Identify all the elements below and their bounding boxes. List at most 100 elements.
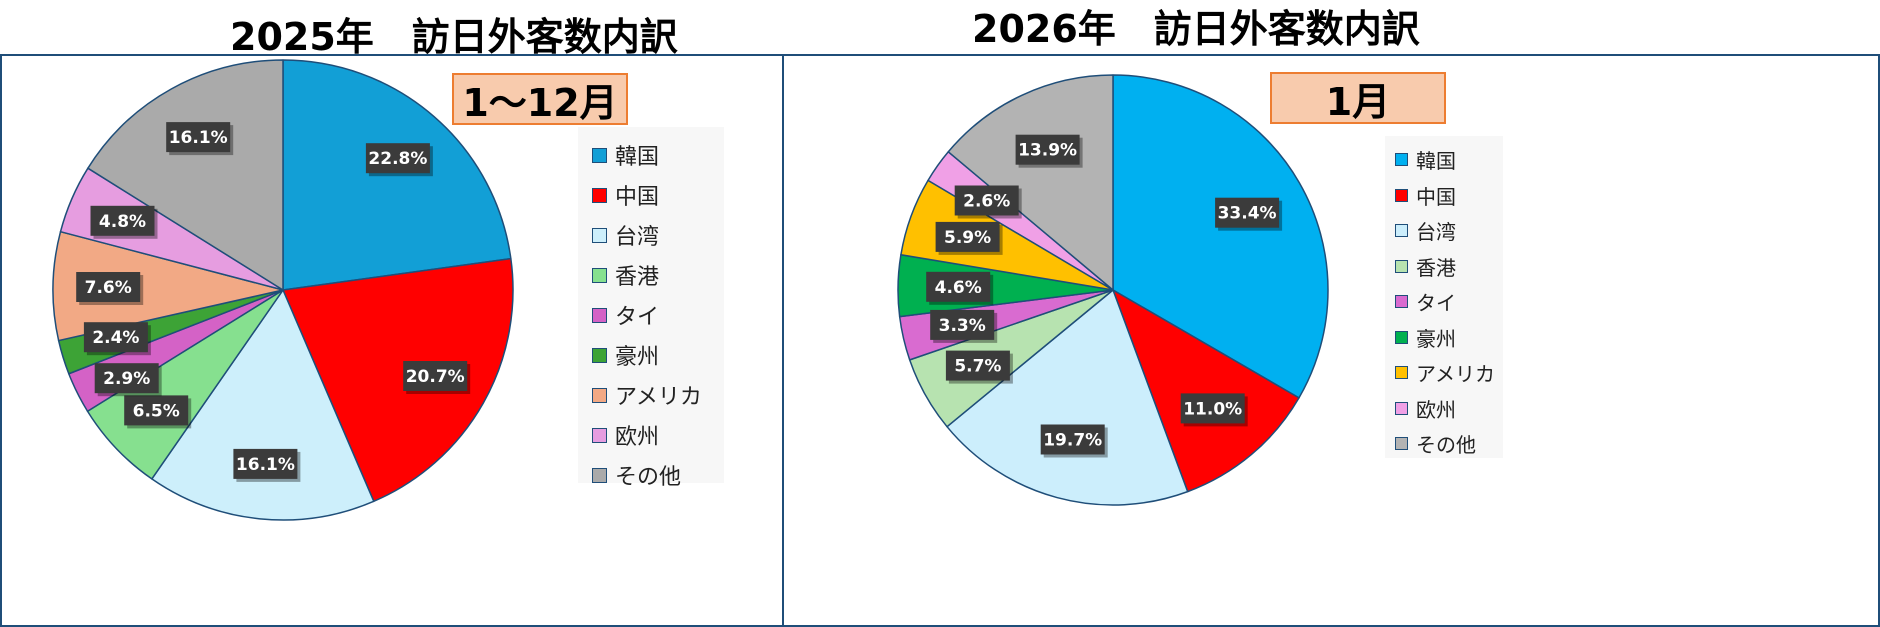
legend-swatch <box>1395 153 1408 167</box>
chart-panel-2025: 22.8% 20.7% 16.1% 6.5% 2.9% 2.4% 7.6% 4.8% 16.1%… <box>0 54 784 627</box>
data-label-2026-5: 3.3% <box>930 309 998 343</box>
svg-text:4.6%: 4.6% <box>935 278 982 298</box>
legend-label: タイ <box>615 305 660 330</box>
pie-chart-2026: 33.4% 11.0% 19.7% 5.7% 3.3% 4.6% 5.9% 2.6% 13.9% <box>897 74 1329 506</box>
legend-item-2025-9: その他 <box>592 455 681 495</box>
svg-text:11.0%: 11.0% <box>1183 399 1242 419</box>
data-label-2025-7: 7.6% <box>76 272 144 305</box>
legend-item-2025-4: 香港 <box>592 255 659 295</box>
legend-swatch <box>592 427 607 443</box>
svg-text:7.6%: 7.6% <box>85 278 132 298</box>
legend-label: その他 <box>1416 433 1476 458</box>
legend-item-2026-9: その他 <box>1395 426 1476 462</box>
legend-2025: 韓国中国台湾香港タイ豪州アメリカ欧州その他 <box>578 127 724 490</box>
legend-item-2025-6: 豪州 <box>592 335 659 375</box>
svg-text:5.7%: 5.7% <box>954 357 1001 377</box>
legend-label: アメリカ <box>1416 362 1495 387</box>
legend-label: 豪州 <box>1416 326 1456 351</box>
legend-label: アメリカ <box>615 385 702 410</box>
legend-swatch <box>1395 401 1408 415</box>
legend-swatch <box>1395 330 1408 344</box>
data-label-2025-3: 16.1% <box>233 448 301 482</box>
data-label-2026-4: 5.7% <box>945 350 1013 384</box>
data-label-2026-9: 13.9% <box>1015 134 1083 168</box>
legend-item-2025-1: 韓国 <box>592 135 659 175</box>
data-label-2026-8: 2.6% <box>954 185 1022 219</box>
legend-2026: 韓国中国台湾香港タイ豪州アメリカ欧州その他 <box>1385 136 1503 458</box>
legend-swatch <box>1395 437 1408 451</box>
legend-item-2026-7: アメリカ <box>1395 355 1495 391</box>
legend-swatch <box>1395 366 1408 380</box>
data-label-2026-3: 19.7% <box>1040 424 1108 458</box>
legend-swatch <box>592 347 607 363</box>
svg-text:22.8%: 22.8% <box>368 149 427 169</box>
svg-text:6.5%: 6.5% <box>133 401 180 421</box>
pie-slice-2026-2 <box>1112 289 1300 493</box>
legend-label: 豪州 <box>615 345 660 370</box>
legend-item-2025-2: 中国 <box>592 175 659 215</box>
period-badge-2025: 1～12月 <box>452 73 628 125</box>
pie-slice-2026-1 <box>1112 74 1329 399</box>
data-label-2025-2: 20.7% <box>403 361 471 394</box>
pie-slice-2025-3 <box>151 289 375 521</box>
legend-label: その他 <box>615 465 682 490</box>
legend-label: 韓国 <box>615 145 660 170</box>
svg-text:3.3%: 3.3% <box>939 316 986 336</box>
data-label-2026-7: 5.9% <box>935 221 1003 255</box>
legend-label: 欧州 <box>1416 397 1456 422</box>
svg-text:20.7%: 20.7% <box>406 367 465 387</box>
svg-text:2.4%: 2.4% <box>92 328 139 348</box>
legend-swatch <box>592 307 607 323</box>
legend-item-2026-5: タイ <box>1395 284 1456 320</box>
legend-label: 欧州 <box>615 425 660 450</box>
legend-label: 香港 <box>615 265 660 290</box>
pie-slice-2025-1 <box>282 59 512 291</box>
legend-item-2025-5: タイ <box>592 295 659 335</box>
legend-item-2026-6: 豪州 <box>1395 320 1456 356</box>
legend-swatch <box>592 267 607 283</box>
legend-label: 中国 <box>615 185 660 210</box>
legend-label: 香港 <box>1416 255 1456 280</box>
legend-swatch <box>1395 259 1408 273</box>
chart-title-2026: 2026年 訪日外客数内訳 <box>972 7 1420 51</box>
data-label-2025-6: 2.4% <box>83 322 151 356</box>
legend-item-2026-3: 台湾 <box>1395 213 1456 249</box>
data-label-2025-4: 6.5% <box>124 395 192 429</box>
svg-text:19.7%: 19.7% <box>1043 431 1102 451</box>
data-label-2026-6: 4.6% <box>926 271 994 305</box>
legend-swatch <box>592 147 607 163</box>
data-label-2025-1: 22.8% <box>365 143 433 177</box>
data-label-2025-9: 16.1% <box>166 122 234 156</box>
legend-swatch <box>1395 224 1408 238</box>
legend-item-2025-8: 欧州 <box>592 415 659 455</box>
data-label-2025-5: 2.9% <box>94 363 162 397</box>
data-label-2025-8: 4.8% <box>90 205 158 239</box>
legend-swatch <box>592 387 607 403</box>
svg-text:2.6%: 2.6% <box>963 192 1010 212</box>
pie-slice-2026-9 <box>947 74 1114 291</box>
pie-slice-2026-3 <box>946 289 1189 506</box>
svg-text:2.9%: 2.9% <box>103 369 150 389</box>
chart-panel-2026: 33.4% 11.0% 19.7% 5.7% 3.3% 4.6% 5.9% 2.6% 13.9%… <box>782 54 1880 627</box>
legend-item-2026-1: 韓国 <box>1395 142 1456 178</box>
chart-title-2025: 2025年 訪日外客数内訳 <box>230 15 678 59</box>
legend-item-2026-2: 中国 <box>1395 178 1456 214</box>
legend-swatch <box>1395 188 1408 202</box>
svg-text:5.9%: 5.9% <box>944 228 991 248</box>
data-label-2026-1: 33.4% <box>1215 197 1283 231</box>
svg-text:4.8%: 4.8% <box>99 212 146 232</box>
period-badge-2026: 1月 <box>1270 72 1446 124</box>
legend-swatch <box>1395 295 1408 309</box>
pie-chart-2025: 22.8% 20.7% 16.1% 6.5% 2.9% 2.4% 7.6% 4.8% 16.1% <box>52 59 514 521</box>
legend-item-2025-7: アメリカ <box>592 375 702 415</box>
legend-swatch <box>592 467 607 483</box>
legend-item-2026-8: 欧州 <box>1395 391 1456 427</box>
legend-swatch <box>592 227 607 243</box>
pie-slice-2025-7 <box>52 230 284 342</box>
legend-label: 台湾 <box>615 225 660 250</box>
legend-item-2026-4: 香港 <box>1395 249 1456 285</box>
svg-text:16.1%: 16.1% <box>236 455 295 475</box>
svg-text:13.9%: 13.9% <box>1018 141 1077 161</box>
pie-slice-2025-2 <box>282 257 514 503</box>
legend-label: 中国 <box>1416 184 1456 209</box>
